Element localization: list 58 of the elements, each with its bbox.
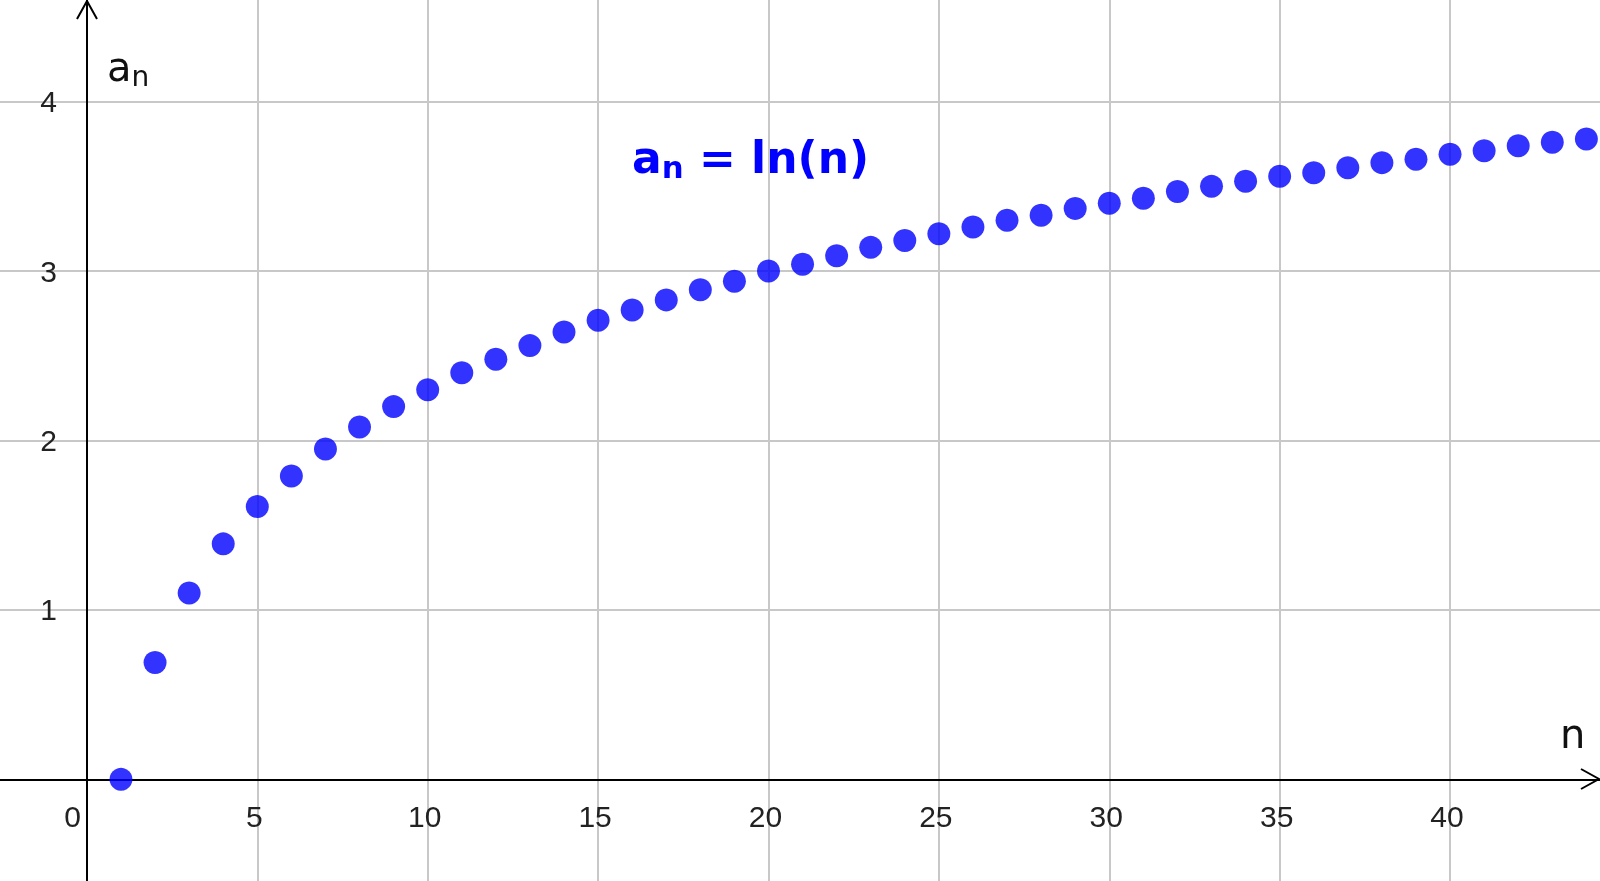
point	[382, 395, 406, 419]
x-tick-label: 10	[408, 799, 442, 833]
x-tick-label: 40	[1430, 799, 1464, 833]
point	[1370, 151, 1394, 175]
point	[1234, 169, 1258, 193]
point	[1302, 161, 1326, 185]
x-tick-label: 20	[748, 799, 783, 833]
point	[1574, 127, 1598, 151]
point	[450, 361, 474, 385]
point	[348, 415, 372, 439]
point	[1131, 186, 1155, 210]
x-tick-label: 35	[1259, 799, 1294, 833]
point	[927, 222, 951, 246]
point	[1063, 196, 1087, 220]
point	[586, 308, 610, 332]
point	[688, 278, 712, 302]
point	[1404, 147, 1428, 171]
point	[1506, 134, 1530, 158]
point	[245, 495, 269, 519]
y-tick-label: 2	[40, 424, 57, 457]
x-tick-label: 0	[64, 799, 81, 833]
point	[1097, 191, 1121, 215]
point	[791, 252, 815, 276]
point	[211, 532, 235, 556]
point	[313, 437, 337, 461]
point	[757, 259, 780, 283]
point	[109, 767, 133, 791]
y-tick-label: 4	[40, 85, 57, 119]
point	[620, 298, 644, 322]
point	[518, 334, 542, 358]
point	[1029, 203, 1053, 227]
point	[1336, 156, 1360, 180]
point	[825, 244, 849, 268]
point	[1165, 179, 1189, 203]
x-tick-label: 25	[919, 799, 953, 833]
x-tick-label: 15	[578, 799, 612, 833]
x-axis-title: n	[1560, 711, 1586, 758]
point	[1540, 130, 1564, 154]
point	[1200, 174, 1223, 198]
point	[654, 288, 678, 312]
point	[859, 235, 883, 259]
point	[484, 347, 508, 371]
point	[1472, 139, 1496, 163]
point	[279, 464, 303, 488]
x-tick-label: 5	[245, 799, 263, 833]
point	[1438, 142, 1462, 166]
x-tick-label: 30	[1089, 799, 1123, 833]
point	[552, 320, 576, 344]
point	[722, 269, 746, 293]
point	[995, 208, 1019, 232]
point	[177, 581, 201, 605]
point	[961, 215, 985, 239]
point	[1268, 164, 1292, 188]
point	[143, 650, 167, 674]
point	[416, 378, 440, 402]
y-tick-label: 3	[40, 254, 57, 288]
point	[893, 229, 917, 253]
y-tick-label: 1	[40, 593, 57, 627]
